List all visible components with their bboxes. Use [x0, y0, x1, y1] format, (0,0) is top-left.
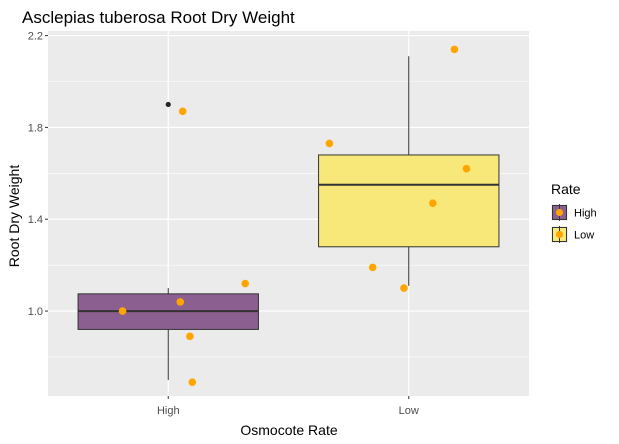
data-point: [178, 107, 187, 116]
legend-key-point: [555, 230, 564, 239]
y-tick-label: 1.0: [28, 306, 43, 318]
legend-title: Rate: [551, 181, 581, 197]
box-high: [77, 101, 259, 380]
point-layer: [118, 45, 471, 387]
x-tick-label: High: [157, 405, 180, 417]
data-point: [241, 279, 250, 288]
data-point: [186, 332, 194, 341]
legend-label: High: [574, 208, 597, 220]
outlier-point: [165, 101, 171, 108]
y-axis-ticks: 1.0 1.4 1.8 2.2: [28, 31, 48, 318]
x-tick-label: Low: [399, 405, 419, 417]
data-point: [400, 284, 408, 292]
data-point: [118, 307, 127, 315]
data-point: [176, 298, 185, 306]
y-tick-label: 2.2: [28, 31, 43, 43]
y-axis-title: Root Dry Weight: [6, 165, 22, 268]
data-point: [325, 139, 334, 148]
x-axis-title: Osmocote Rate: [240, 422, 337, 438]
legend-item-low: Low: [551, 226, 594, 243]
data-point: [462, 164, 471, 173]
box-body: [318, 154, 500, 248]
data-point: [188, 378, 197, 387]
y-tick-label: 1.8: [28, 122, 43, 134]
legend-label: Low: [574, 230, 594, 242]
data-point: [368, 263, 377, 272]
y-tick-label: 1.4: [28, 214, 43, 226]
legend-item-high: High: [551, 204, 597, 221]
data-point: [429, 199, 437, 207]
chart-title: Asclepias tuberosa Root Dry Weight: [22, 8, 295, 27]
legend: Rate High Low: [551, 181, 597, 243]
x-axis-ticks: High Low: [157, 396, 419, 417]
legend-key-point: [555, 208, 564, 217]
data-point: [450, 45, 459, 54]
